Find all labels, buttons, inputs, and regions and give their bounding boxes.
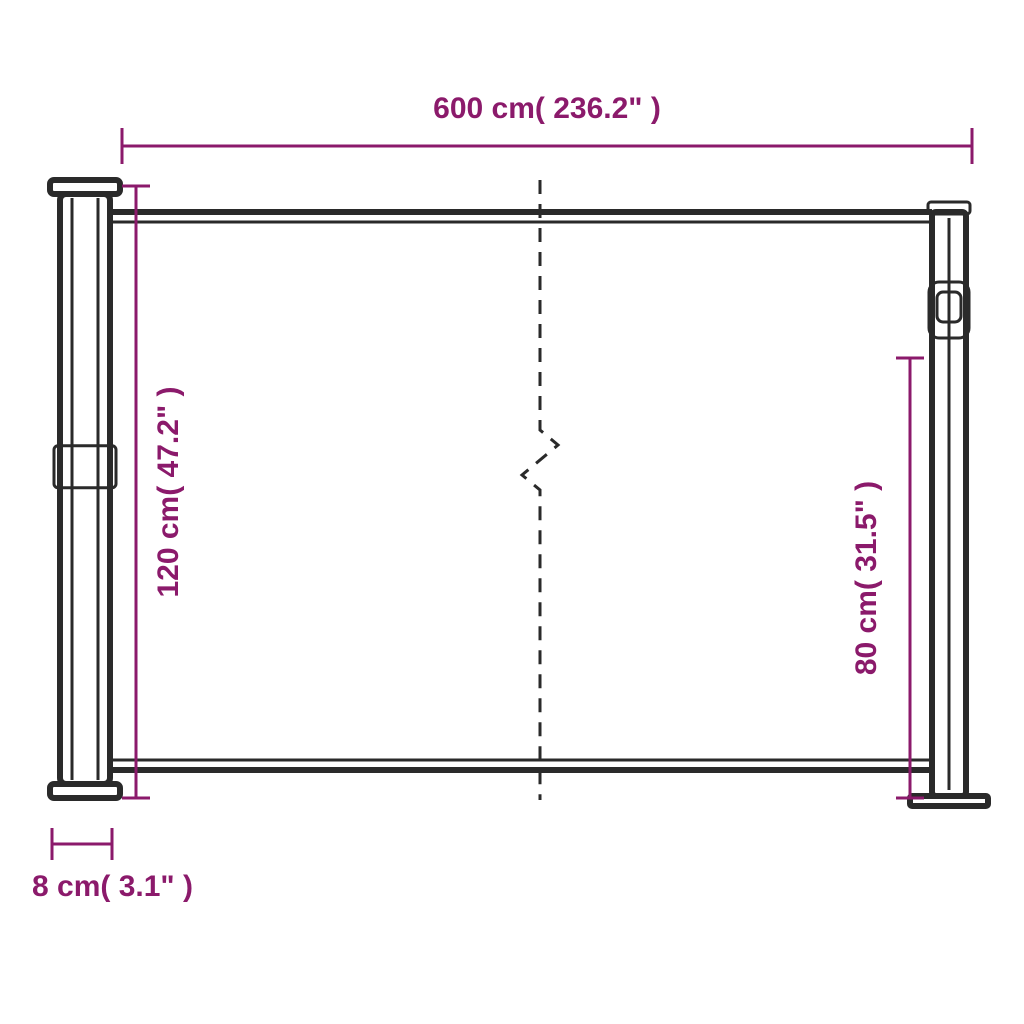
- product-outline: [50, 180, 988, 806]
- break-line: [522, 180, 558, 800]
- dimension-width-total: 600 cm( 236.2" ): [122, 92, 972, 164]
- dimension-height-total: 120 cm( 47.2" ): [122, 186, 185, 798]
- dimension-width-total-label: 600 cm( 236.2" ): [433, 92, 661, 125]
- dimension-depth-base: 8 cm( 3.1" ): [32, 828, 193, 903]
- dimension-height-inner: 80 cm( 31.5" ): [850, 358, 924, 798]
- dimension-height-total-label: 120 cm( 47.2" ): [152, 386, 185, 597]
- dimension-height-inner-label: 80 cm( 31.5" ): [850, 481, 883, 675]
- dimension-depth-base-label: 8 cm( 3.1" ): [32, 870, 193, 903]
